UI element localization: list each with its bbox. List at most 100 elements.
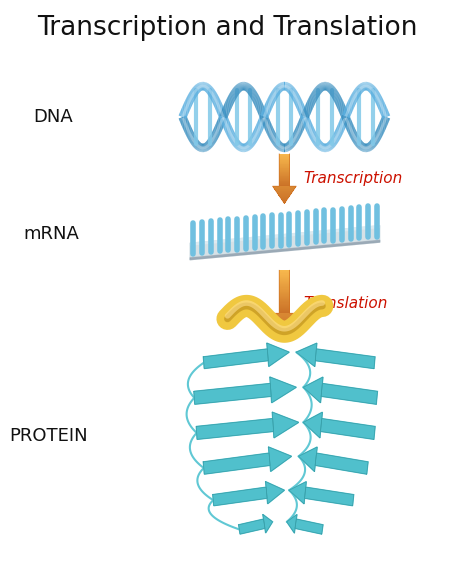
- Polygon shape: [315, 453, 368, 474]
- Polygon shape: [203, 453, 270, 474]
- Polygon shape: [239, 519, 265, 534]
- FancyBboxPatch shape: [283, 201, 286, 202]
- Bar: [279, 278, 290, 279]
- Bar: [279, 161, 290, 162]
- Bar: [279, 175, 290, 176]
- FancyBboxPatch shape: [279, 195, 290, 196]
- FancyBboxPatch shape: [282, 332, 287, 333]
- FancyBboxPatch shape: [279, 326, 290, 327]
- Polygon shape: [303, 412, 322, 438]
- Bar: [279, 300, 290, 301]
- Bar: [279, 287, 290, 288]
- Polygon shape: [272, 412, 299, 438]
- Polygon shape: [194, 384, 271, 404]
- FancyBboxPatch shape: [284, 203, 285, 204]
- Bar: [279, 179, 290, 180]
- Bar: [279, 302, 290, 304]
- Bar: [279, 271, 290, 273]
- Bar: [279, 290, 290, 291]
- Bar: [279, 171, 290, 173]
- Polygon shape: [321, 384, 377, 404]
- Polygon shape: [305, 487, 354, 505]
- Bar: [279, 312, 290, 313]
- Polygon shape: [296, 343, 317, 366]
- Polygon shape: [295, 519, 323, 534]
- FancyBboxPatch shape: [277, 322, 292, 324]
- Text: Transcription: Transcription: [303, 171, 402, 186]
- Bar: [279, 182, 290, 183]
- FancyBboxPatch shape: [283, 334, 285, 335]
- Bar: [279, 154, 290, 156]
- Bar: [279, 166, 290, 167]
- FancyBboxPatch shape: [284, 335, 285, 336]
- Bar: [279, 169, 290, 170]
- Bar: [279, 304, 290, 305]
- Bar: [279, 181, 290, 182]
- FancyBboxPatch shape: [278, 194, 291, 195]
- Bar: [279, 160, 290, 161]
- FancyBboxPatch shape: [280, 197, 289, 198]
- Bar: [279, 310, 290, 311]
- Bar: [279, 301, 290, 302]
- FancyBboxPatch shape: [274, 188, 295, 189]
- Bar: [279, 185, 290, 186]
- Polygon shape: [268, 447, 292, 472]
- Bar: [279, 288, 290, 290]
- Bar: [279, 277, 290, 278]
- FancyBboxPatch shape: [273, 187, 296, 188]
- FancyBboxPatch shape: [282, 331, 287, 332]
- Polygon shape: [315, 349, 375, 369]
- Bar: [279, 282, 290, 283]
- Bar: [279, 176, 290, 177]
- FancyBboxPatch shape: [281, 198, 288, 199]
- Polygon shape: [289, 481, 306, 504]
- Polygon shape: [267, 343, 289, 366]
- FancyBboxPatch shape: [275, 318, 294, 319]
- Bar: [279, 164, 290, 165]
- Text: Transcription and Translation: Transcription and Translation: [37, 15, 418, 40]
- FancyBboxPatch shape: [283, 333, 286, 334]
- FancyBboxPatch shape: [280, 328, 289, 329]
- FancyBboxPatch shape: [282, 200, 287, 201]
- Bar: [279, 273, 290, 274]
- Bar: [279, 174, 290, 175]
- Bar: [279, 180, 290, 181]
- Bar: [279, 285, 290, 287]
- FancyBboxPatch shape: [273, 313, 296, 314]
- FancyBboxPatch shape: [273, 314, 296, 315]
- FancyBboxPatch shape: [275, 319, 293, 320]
- Bar: [279, 183, 290, 184]
- Bar: [279, 162, 290, 163]
- FancyBboxPatch shape: [276, 320, 293, 321]
- Bar: [279, 298, 290, 300]
- FancyBboxPatch shape: [279, 196, 290, 197]
- Bar: [279, 178, 290, 179]
- Polygon shape: [299, 447, 317, 472]
- Polygon shape: [270, 377, 296, 402]
- Text: PROTEIN: PROTEIN: [9, 427, 88, 445]
- Polygon shape: [203, 349, 268, 369]
- Polygon shape: [263, 515, 273, 533]
- Polygon shape: [303, 377, 323, 402]
- Bar: [279, 305, 290, 306]
- FancyBboxPatch shape: [278, 324, 291, 325]
- Bar: [279, 279, 290, 280]
- Bar: [279, 157, 290, 158]
- Bar: [279, 270, 290, 271]
- Bar: [279, 170, 290, 171]
- Bar: [279, 291, 290, 292]
- FancyBboxPatch shape: [273, 186, 296, 187]
- FancyBboxPatch shape: [274, 316, 294, 318]
- FancyBboxPatch shape: [281, 329, 288, 331]
- Bar: [279, 284, 290, 285]
- Bar: [279, 167, 290, 168]
- Polygon shape: [287, 514, 297, 533]
- Bar: [279, 156, 290, 157]
- Bar: [279, 173, 290, 174]
- Bar: [279, 165, 290, 166]
- Bar: [279, 292, 290, 293]
- Bar: [279, 159, 290, 160]
- Polygon shape: [265, 481, 284, 504]
- Text: mRNA: mRNA: [24, 225, 80, 243]
- FancyBboxPatch shape: [283, 202, 285, 203]
